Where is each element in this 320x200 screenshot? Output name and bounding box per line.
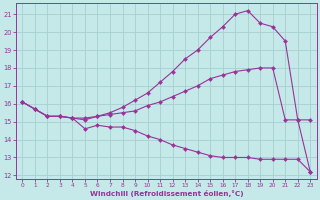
X-axis label: Windchill (Refroidissement éolien,°C): Windchill (Refroidissement éolien,°C) — [90, 190, 243, 197]
